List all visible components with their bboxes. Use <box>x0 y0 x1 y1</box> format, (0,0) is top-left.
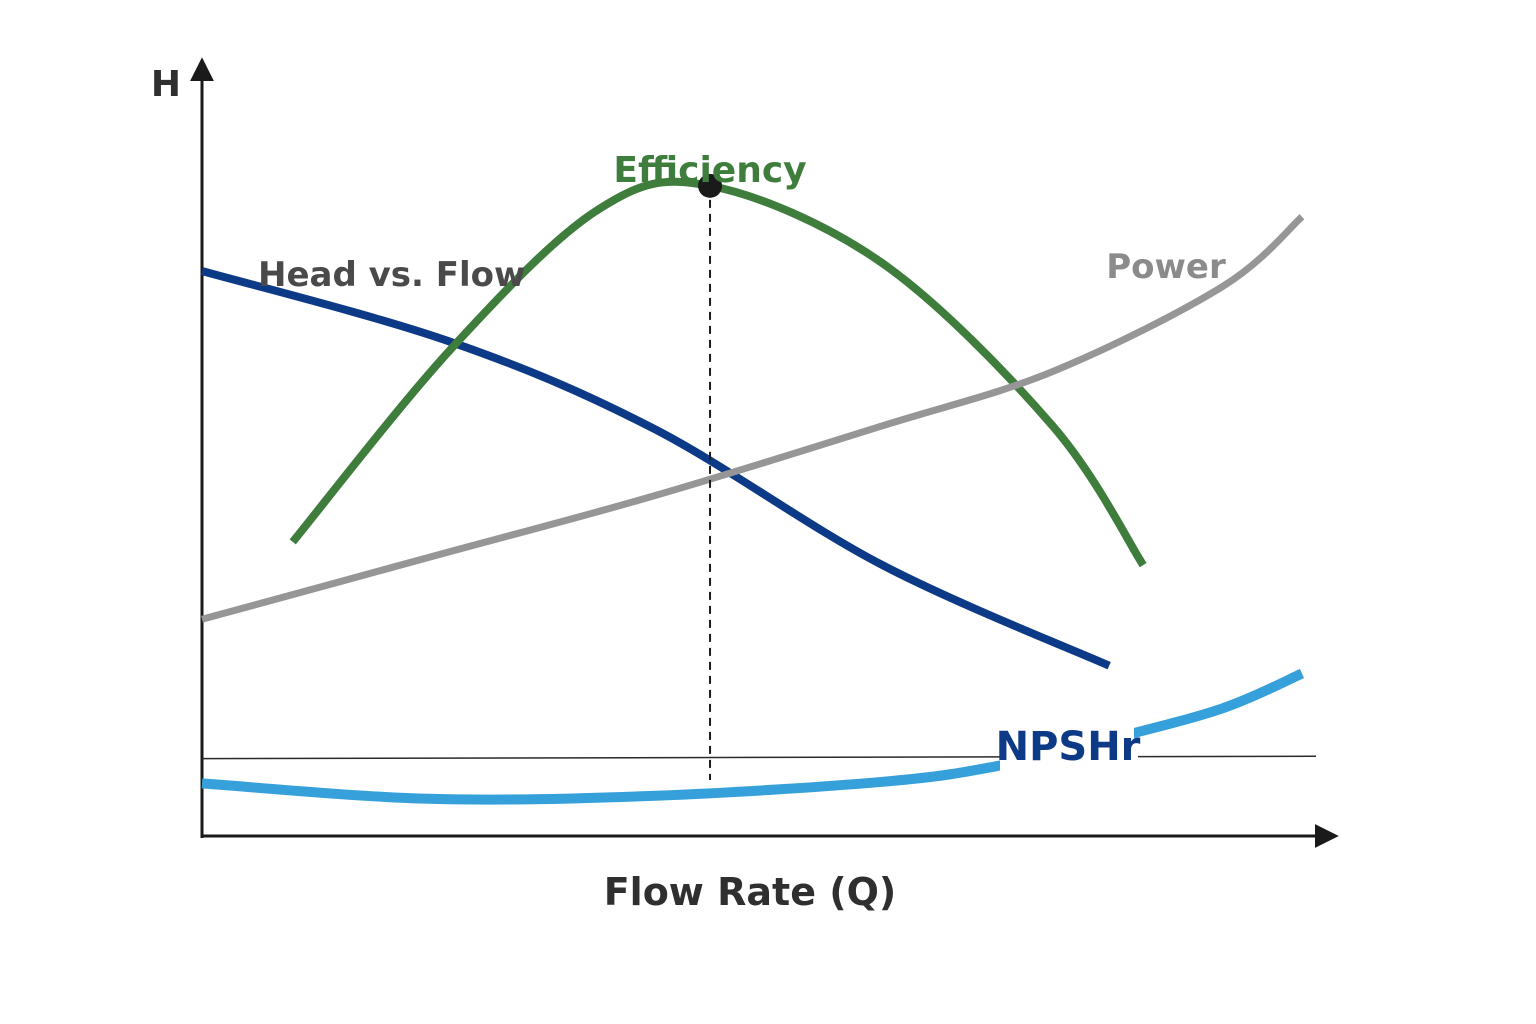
y-axis-label: H <box>151 64 181 105</box>
x-axis-label: Flow Rate (Q) <box>604 870 897 914</box>
power-label: Power <box>1106 247 1226 287</box>
best-efficiency-point <box>698 173 723 198</box>
efficiency-label: Efficiency <box>613 150 806 191</box>
head-vs-flow-curve <box>200 267 1111 670</box>
efficiency-curve <box>289 177 1147 568</box>
reference-line-segment <box>201 756 1001 760</box>
head-vs-flow-label: Head vs. Flow <box>258 255 525 295</box>
npshr-curve <box>201 668 1305 805</box>
power-curve <box>201 214 1305 623</box>
npshr-curve-group <box>201 668 1305 805</box>
npshr-label: NPSHr <box>996 724 1141 770</box>
